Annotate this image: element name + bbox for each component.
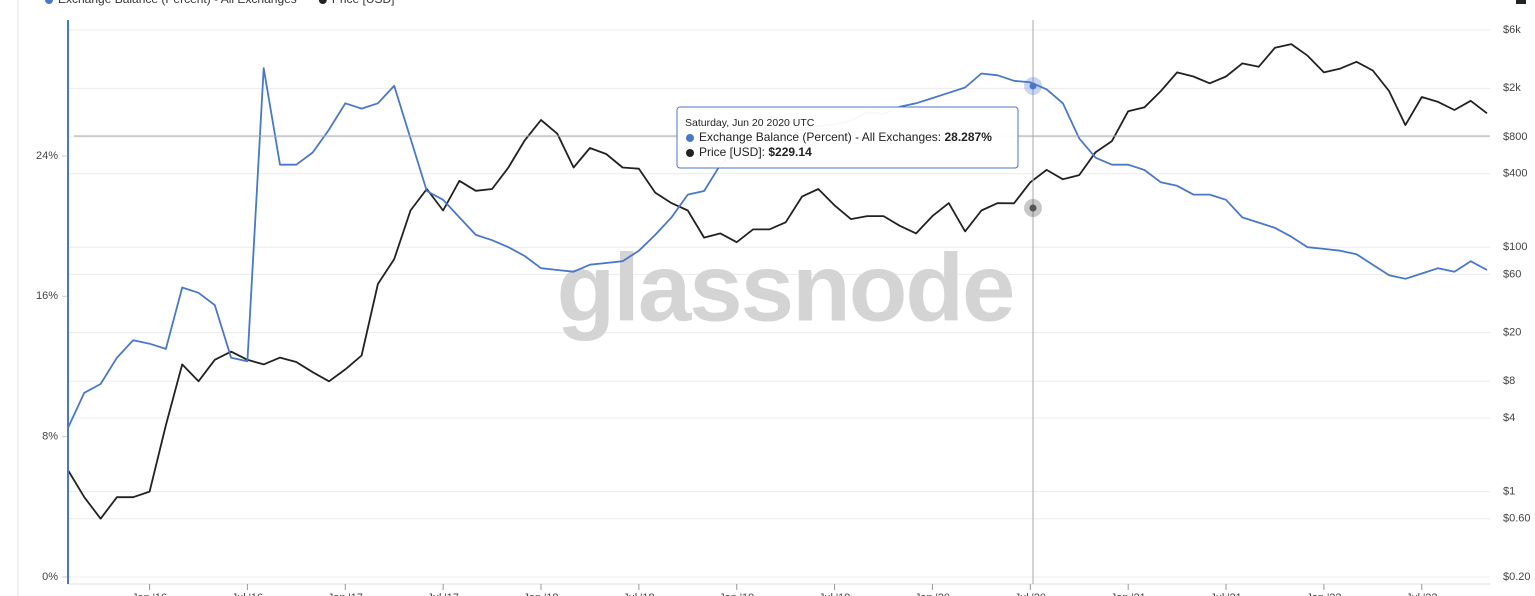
y-tick-label: 0% [42,571,58,583]
y2-tick-label: $1 [1503,486,1515,498]
y2-tick-label: $4 [1503,412,1515,424]
menu-icon[interactable] [1516,0,1526,4]
tooltip-value: $229.14 [768,145,812,159]
x-tick-label: Jul '17 [427,592,458,596]
y2-tick-label: $0.60 [1503,513,1531,525]
y-tick-label: 8% [42,431,58,443]
x-tick-label: Jan '18 [523,592,558,596]
tooltip-swatch [686,134,694,142]
y2-tick-label: $6k [1503,24,1521,36]
x-tick-label: Jan '22 [1306,592,1341,596]
tooltip-date: Saturday, Jun 20 2020 UTC [685,117,815,129]
x-tick-label: Jul '21 [1210,592,1241,596]
y2-tick-label: $0.20 [1503,571,1531,583]
x-tick-label: Jul '22 [1406,592,1437,596]
x-tick-label: Jul '19 [819,592,850,596]
tooltip-swatch [686,149,694,157]
x-tick-label: Jan '20 [915,592,950,596]
legend-swatch [45,0,53,4]
tooltip-label: Exchange Balance (Percent) - All Exchang… [699,130,992,144]
y2-tick-label: $60 [1503,268,1521,280]
tooltip-label-text: Price [USD]: [699,145,765,159]
tooltip-label: Price [USD]: $229.14 [699,145,812,159]
watermark: glassnode [557,234,1014,341]
y2-tick-label: $400 [1503,168,1527,180]
x-tick-label: Jul '18 [623,592,654,596]
x-tick-label: Jan '19 [719,592,754,596]
tooltip-box [676,106,1019,169]
hover-marker [1029,204,1037,212]
legend-label: Price [USD] [332,0,395,6]
x-tick-label: Jan '17 [328,592,363,596]
x-tick-label: Jan '16 [132,592,167,596]
y-tick-label: 16% [36,290,58,302]
tooltip-label-text: Exchange Balance (Percent) - All Exchang… [699,130,941,144]
x-tick-label: Jan '21 [1111,592,1146,596]
hover-marker [1029,82,1037,90]
y2-tick-label: $20 [1503,327,1521,339]
y2-tick-label: $2k [1503,82,1521,94]
y2-tick-label: $800 [1503,131,1527,143]
x-tick-label: Jul '20 [1015,592,1046,596]
y2-tick-label: $100 [1503,241,1527,253]
y-tick-label: 24% [36,150,58,162]
tooltip-value: 28.287% [944,130,992,144]
tooltip: Saturday, Jun 20 2020 UTC Exchange Balan… [676,106,1019,169]
x-tick-label: Jul '16 [232,592,263,596]
legend-label: Exchange Balance (Percent) - All Exchang… [58,0,297,6]
legend-swatch [318,0,327,4]
y2-tick-label: $8 [1503,375,1515,387]
series-line [67,43,1488,520]
